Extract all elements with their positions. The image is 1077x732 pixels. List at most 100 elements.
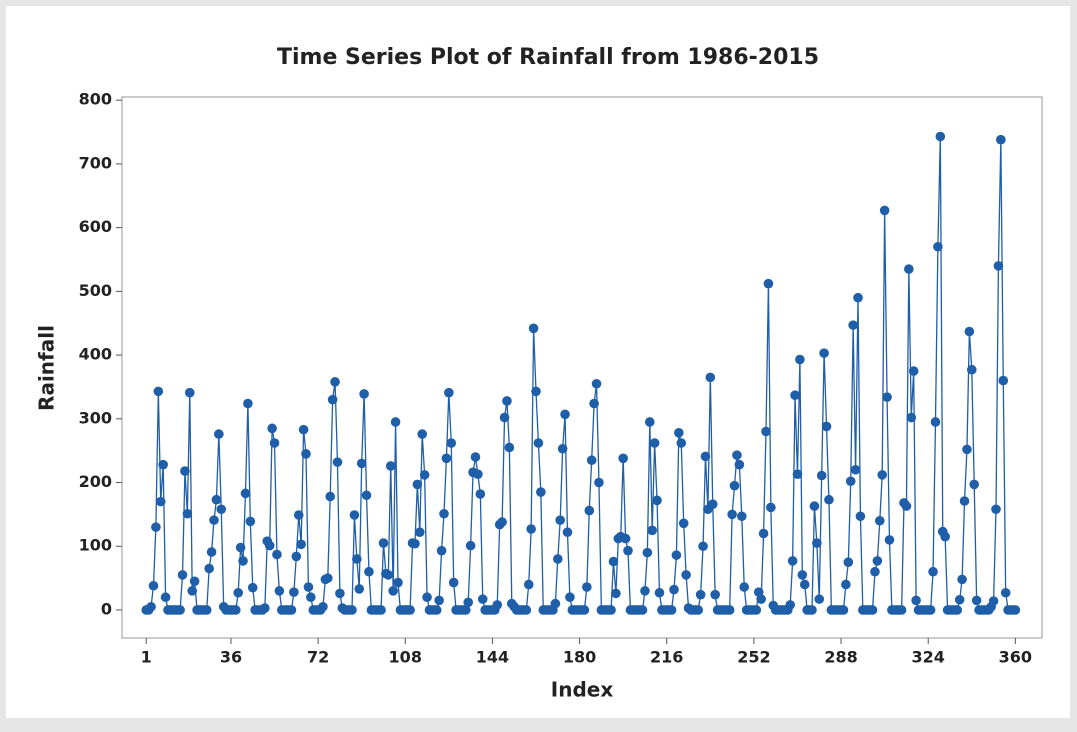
data-point <box>790 390 800 401</box>
x-tick-label: 288 <box>824 648 857 667</box>
data-point <box>230 605 241 615</box>
data-point <box>996 134 1006 145</box>
data-point <box>436 545 447 556</box>
data-point <box>608 556 619 567</box>
data-point <box>347 605 357 615</box>
x-tick-label: 72 <box>307 648 329 667</box>
data-point <box>473 469 483 480</box>
data-point <box>649 438 660 448</box>
data-point <box>988 596 999 606</box>
data-point <box>327 394 338 405</box>
data-point <box>671 550 682 560</box>
data-point <box>504 442 515 453</box>
data-point <box>301 449 311 459</box>
data-point <box>901 501 912 511</box>
data-point <box>896 605 907 615</box>
data-point <box>446 438 457 448</box>
data-point <box>393 577 403 588</box>
data-point <box>954 594 965 605</box>
data-point <box>536 487 546 497</box>
data-point <box>966 364 977 375</box>
data-point <box>238 556 248 566</box>
data-point <box>146 601 156 612</box>
data-point <box>412 479 423 490</box>
data-point <box>286 605 297 615</box>
x-tick-label: 144 <box>476 648 509 667</box>
data-point <box>361 490 372 501</box>
data-point <box>211 494 222 505</box>
data-point <box>816 470 827 481</box>
data-point <box>579 605 590 615</box>
data-point <box>799 579 810 590</box>
data-point <box>177 570 188 580</box>
data-point <box>998 375 1009 386</box>
data-point <box>652 495 662 506</box>
data-point <box>448 577 459 588</box>
y-tick-label: 0 <box>101 599 112 618</box>
data-point <box>637 605 648 615</box>
data-point <box>591 378 602 389</box>
data-point <box>272 549 282 560</box>
data-point <box>618 453 628 464</box>
data-point <box>160 592 171 603</box>
data-point <box>269 438 280 448</box>
data-point <box>674 428 684 438</box>
data-point <box>991 504 1001 515</box>
data-point <box>993 261 1004 271</box>
data-point <box>933 241 943 252</box>
x-tick-label: 108 <box>389 648 422 667</box>
data-point <box>710 589 720 600</box>
data-point <box>502 396 512 406</box>
data-point <box>528 323 539 334</box>
data-point <box>848 320 858 330</box>
data-point <box>465 540 476 551</box>
data-point <box>434 595 444 606</box>
data-point <box>155 496 166 507</box>
data-point <box>855 511 866 522</box>
data-point <box>707 499 718 509</box>
x-tick-label: 1 <box>141 648 152 667</box>
data-point <box>240 488 251 499</box>
data-point <box>850 464 861 475</box>
data-point <box>872 556 883 566</box>
data-point <box>940 531 950 542</box>
data-point <box>354 584 365 594</box>
data-point <box>969 479 980 490</box>
x-tick-label: 216 <box>650 648 683 667</box>
data-point <box>647 525 658 536</box>
data-point <box>153 386 164 397</box>
data-point <box>555 515 566 525</box>
data-point <box>431 605 442 615</box>
data-point <box>293 510 304 520</box>
data-point <box>388 586 398 596</box>
data-point <box>1000 587 1011 598</box>
data-point <box>1010 605 1021 615</box>
data-point <box>439 508 449 519</box>
data-point <box>666 605 677 615</box>
data-point <box>378 538 389 548</box>
data-point <box>175 605 185 615</box>
data-point <box>756 594 766 604</box>
data-point <box>492 600 503 610</box>
data-point <box>787 556 798 566</box>
x-tick-label: 36 <box>220 648 242 667</box>
data-point <box>729 480 740 491</box>
data-point <box>182 508 193 519</box>
data-point <box>962 444 972 455</box>
data-point <box>594 477 604 488</box>
chart-title: Time Series Plot of Rainfall from 1986-2… <box>277 45 819 70</box>
data-point <box>928 566 938 577</box>
data-point <box>560 409 570 420</box>
data-point <box>550 598 561 609</box>
data-point <box>761 426 771 437</box>
data-point <box>359 389 369 399</box>
y-tick-label: 300 <box>79 408 112 427</box>
y-tick-label: 200 <box>79 472 112 491</box>
x-tick-label: 180 <box>563 648 596 667</box>
data-point <box>463 597 474 608</box>
data-point <box>533 438 544 448</box>
data-point <box>611 588 621 599</box>
data-point <box>582 582 592 592</box>
